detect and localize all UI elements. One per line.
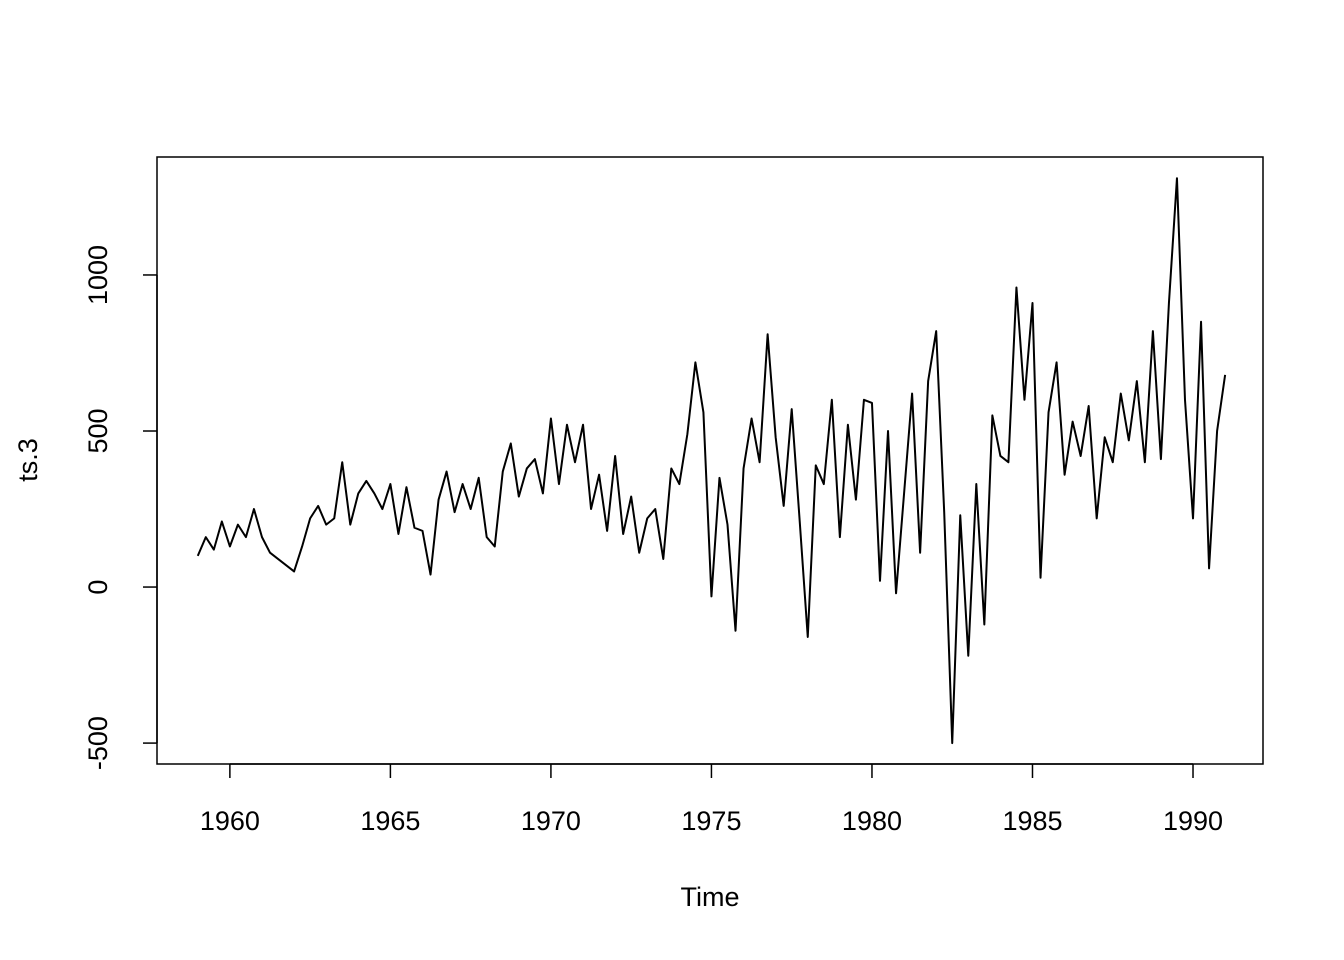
x-tick-label: 1975 [681, 806, 741, 836]
y-axis-label: ts.3 [13, 438, 43, 482]
x-tick-label: 1990 [1163, 806, 1223, 836]
x-tick-label: 1980 [842, 806, 902, 836]
x-tick-label: 1960 [200, 806, 260, 836]
y-tick-label: 0 [83, 580, 113, 595]
x-tick-label: 1970 [521, 806, 581, 836]
y-tick-label: 500 [83, 408, 113, 453]
plot-box [156, 156, 1264, 765]
x-tick-label: 1965 [360, 806, 420, 836]
x-tick-label: 1985 [1002, 806, 1062, 836]
x-axis-label: Time [681, 882, 740, 912]
y-tick-label: 1000 [83, 245, 113, 305]
y-tick-label: -500 [83, 716, 113, 770]
series-line [196, 177, 1227, 745]
